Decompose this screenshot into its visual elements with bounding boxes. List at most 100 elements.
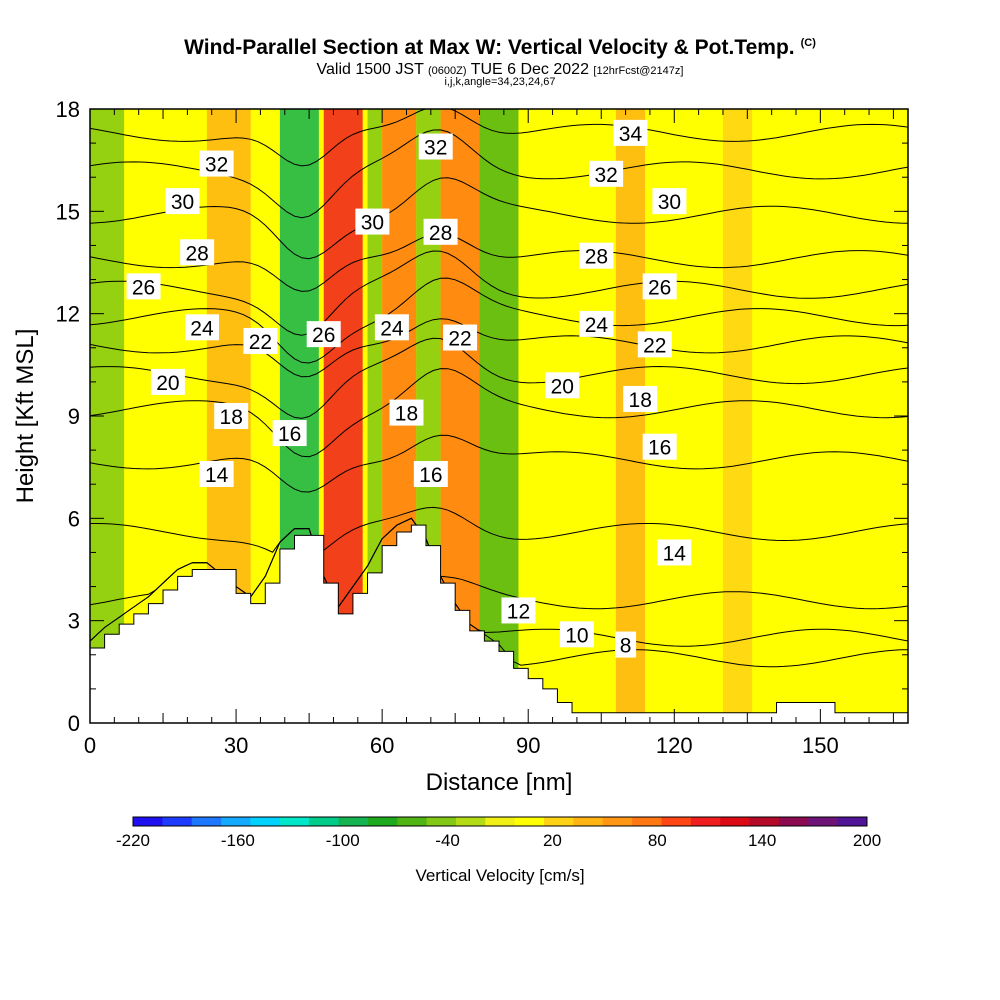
colorbar-tick-label: 200 <box>853 831 881 850</box>
contour-label-text: 28 <box>429 222 452 245</box>
contour-label: 16 <box>413 460 448 487</box>
contour-label-box <box>389 399 424 426</box>
contour-label-box <box>413 460 448 487</box>
contour-label-box <box>443 324 478 351</box>
contour-label-box <box>184 314 219 341</box>
colorbar: -220 -160 -100 -40 20 80 140 200 Vertical Veloci… <box>116 816 881 885</box>
contour-label: 22 <box>637 331 672 358</box>
theta-contour-line <box>90 250 908 336</box>
contour-label-box <box>642 433 677 460</box>
contour-label-text: 30 <box>361 212 384 235</box>
colorbar-swatch <box>808 817 839 826</box>
subtitle-zulu: (0600Z) <box>428 65 467 77</box>
contour-label-text: 32 <box>594 164 617 187</box>
contour-label-text: 14 <box>205 464 229 487</box>
colorbar-swatch <box>690 817 721 826</box>
contour-label-text: 26 <box>648 276 671 299</box>
contour-label: 20 <box>150 368 185 395</box>
contour-label-text: 24 <box>380 317 404 340</box>
contour-label-box <box>615 631 637 658</box>
colorbar-swatch <box>602 817 633 826</box>
y-tick-label: 9 <box>68 404 80 429</box>
colorbar-swatch <box>221 817 251 826</box>
colorbar-swatch <box>279 817 310 826</box>
colorbar-title: Vertical Velocity [cm/s] <box>415 866 584 885</box>
colorbar-tick-label: -220 <box>116 831 150 850</box>
y-tick-label: 18 <box>56 97 80 122</box>
y-tick-label: 0 <box>68 711 80 736</box>
theta-contour-line <box>90 506 908 554</box>
colorbar-swatch <box>338 817 369 826</box>
contour-label-box <box>423 218 458 245</box>
contour-label-box <box>214 403 249 429</box>
contour-label: 26 <box>306 321 341 348</box>
theta-contour-line <box>90 177 908 260</box>
colorbar-swatch <box>397 817 428 826</box>
contour-label: 30 <box>165 188 200 215</box>
colorbar-tick-label: 80 <box>648 831 667 850</box>
contour-label: 30 <box>355 208 390 235</box>
colorbar-swatch <box>485 817 516 826</box>
contour-label: 14 <box>657 539 692 566</box>
colorbar-tick-label: -100 <box>326 831 360 850</box>
subtitle-forecast: [12hrFcst@2147z] <box>593 65 684 77</box>
contour-label-text: 16 <box>648 437 671 460</box>
colorbar-swatch <box>749 817 780 826</box>
contour-label-box <box>374 314 409 341</box>
colorbar-tick-label: 140 <box>748 831 776 850</box>
contour-label-text: 12 <box>507 600 530 623</box>
contour-label-text: 18 <box>629 389 652 412</box>
y-tick-label: 15 <box>56 199 80 224</box>
contour-label-text: 32 <box>424 137 447 160</box>
contour-label: 12 <box>501 597 536 624</box>
contour-label: 18 <box>623 385 658 412</box>
contour-label-text: 20 <box>551 375 574 398</box>
theta-contour-line <box>90 337 908 419</box>
contour-label-box <box>306 321 341 348</box>
contour-label: 8 <box>615 631 637 658</box>
contour-label-box <box>559 621 594 648</box>
contour-label-box <box>199 150 234 177</box>
contour-label-box <box>126 273 161 300</box>
contour-label-box <box>418 133 453 160</box>
contour-label-box <box>657 539 692 566</box>
colorbar-swatch <box>661 817 692 826</box>
terrain <box>90 524 908 723</box>
contour-label-text: 10 <box>565 624 588 647</box>
contour-label: 28 <box>180 239 215 266</box>
colorbar-swatch <box>309 817 340 826</box>
contour-label: 32 <box>199 150 234 177</box>
x-tick-label: 30 <box>224 733 248 758</box>
contour-label: 18 <box>389 399 424 426</box>
contour-label-box <box>637 331 672 358</box>
colorbar-swatch <box>514 817 545 826</box>
contour-label-text: 28 <box>185 242 208 265</box>
contour-label: 16 <box>642 433 677 460</box>
contour-label-text: 8 <box>620 635 632 658</box>
chart-subtitle-indices: i,j,k,angle=34,23,24,67 <box>444 76 556 88</box>
contour-label-box <box>165 188 200 215</box>
contour-label-text: 34 <box>619 123 643 146</box>
theta-contour-line <box>90 109 908 167</box>
contour-label: 28 <box>579 242 614 269</box>
contour-label-text: 22 <box>643 334 666 357</box>
colorbar-swatch <box>162 817 193 826</box>
contour-label-text: 18 <box>395 403 418 426</box>
y-axis-title: Height [Kft MSL] <box>12 329 39 504</box>
contour-label-box <box>355 208 390 235</box>
axes: 0 30 60 90 120 150 0 3 6 9 12 15 18 Distance [nm] Heig… <box>12 97 908 796</box>
colorbar-tick-label: 20 <box>543 831 562 850</box>
velocity-band <box>367 109 383 723</box>
contour-label-text: 14 <box>663 542 687 565</box>
contour-label-text: 28 <box>585 246 608 269</box>
contour-labels: 3230282624222018161426302418163228223432… <box>126 119 692 658</box>
x-tick-label: 90 <box>516 733 540 758</box>
contour-label-box <box>545 372 580 399</box>
colorbar-swatch <box>367 817 398 826</box>
contour-label-text: 24 <box>190 317 214 340</box>
colorbar-swatch <box>426 817 457 826</box>
colorbar-swatch <box>778 817 809 826</box>
contour-label-box <box>642 273 677 300</box>
chart-subtitle: Valid 1500 JST (0600Z) TUE 6 Dec 2022 [1… <box>0 61 1000 79</box>
